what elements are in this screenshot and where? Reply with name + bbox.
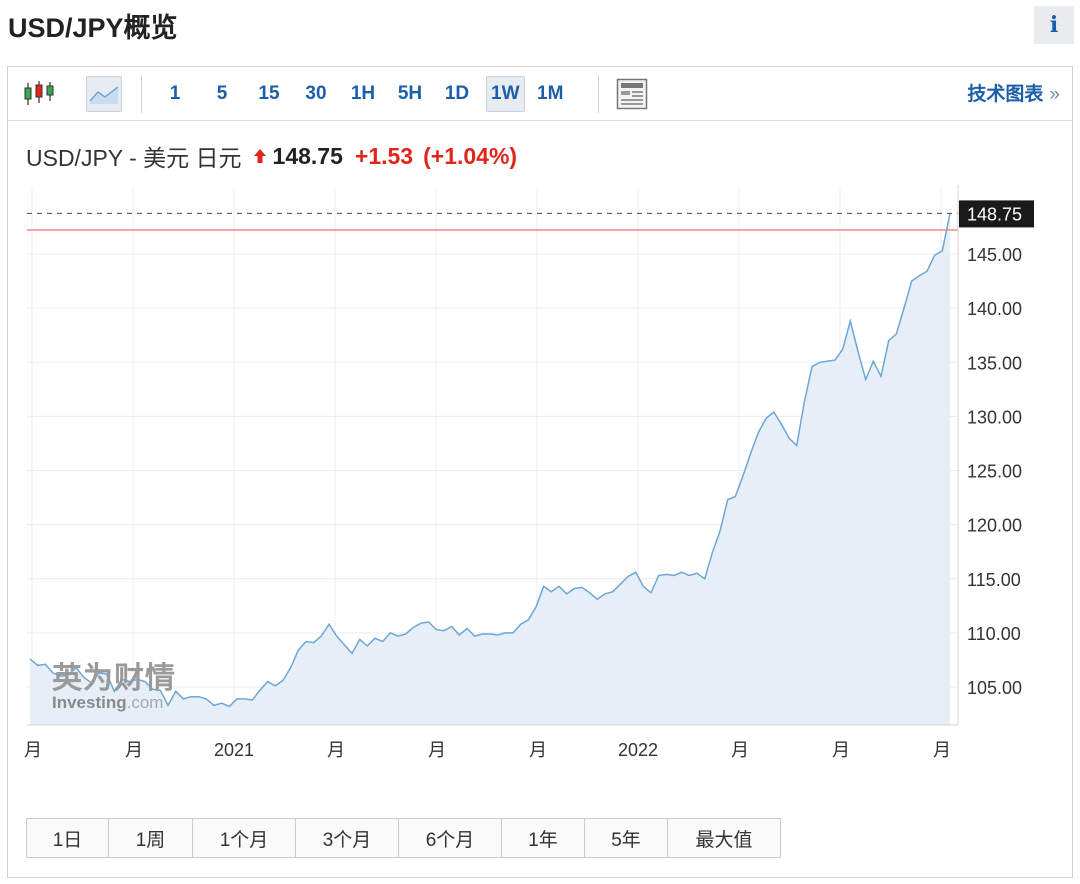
toolbar-divider (141, 75, 142, 113)
watermark-en-name: Investing (52, 693, 127, 712)
last-price-badge (959, 200, 1034, 228)
page-title: USD/JPY概览 (8, 13, 178, 43)
price-chart[interactable]: 105.00 110.00 115.00 120.00 125.00 130.00 135.… (8, 67, 1074, 807)
quote-header: USD/JPY - 美元 日元 148.75 +1.53 (+1.04%) (26, 139, 517, 173)
x-tick-label: 月 (731, 740, 749, 760)
investing-watermark-logo: 英为财情 Investing.com (52, 653, 176, 713)
chart-widget: 1 5 15 30 1H 5H 1D 1W 1M 技术图表» USD/JPY -… (7, 66, 1073, 878)
watermark-dotcom: .com (126, 693, 164, 712)
y-tick-label: 145.00 (967, 245, 1022, 265)
interval-1h-button[interactable]: 1H (350, 83, 376, 104)
range-1y-button[interactable]: 1年 (502, 819, 585, 857)
x-tick-label: 月 (327, 740, 345, 760)
watermark-cn: 英为财情 (52, 662, 176, 695)
x-tick-label: 月 (24, 740, 42, 760)
range-selector: 1日 1周 1个月 3个月 6个月 1年 5年 最大值 (26, 818, 781, 858)
interval-30-button[interactable]: 30 (305, 83, 327, 104)
instrument-name: USD/JPY - 美元 日元 (26, 145, 242, 171)
range-6m-button[interactable]: 6个月 (399, 819, 502, 857)
interval-1w-button[interactable]: 1W (486, 76, 525, 112)
range-1d-button[interactable]: 1日 (27, 819, 109, 857)
news-layout-icon[interactable] (614, 76, 650, 112)
y-tick-label: 125.00 (967, 462, 1022, 482)
candlestick-chart-icon[interactable] (21, 76, 57, 112)
price-area (30, 213, 950, 725)
y-tick-label: 130.00 (967, 407, 1022, 427)
info-button[interactable]: i (1034, 6, 1074, 44)
range-5y-button[interactable]: 5年 (585, 819, 668, 857)
y-tick-label: 110.00 (967, 624, 1021, 644)
price-line (29, 213, 951, 708)
x-tick-label: 月 (832, 740, 850, 760)
interval-5-button[interactable]: 5 (216, 83, 228, 104)
x-tick-label: 月 (125, 740, 143, 760)
interval-15-button[interactable]: 15 (258, 83, 280, 104)
price-change-percent: (+1.04%) (423, 142, 518, 169)
technical-chart-label: 技术图表 (967, 84, 1044, 105)
y-tick-label: 120.00 (967, 516, 1022, 536)
range-3m-button[interactable]: 3个月 (296, 819, 399, 857)
up-arrow-icon (253, 149, 266, 163)
x-tick-label: 月 (529, 740, 547, 760)
interval-1-button[interactable]: 1 (169, 83, 181, 104)
y-tick-label: 105.00 (967, 678, 1022, 698)
interval-1d-button[interactable]: 1D (444, 83, 470, 104)
last-price: 148.75 (272, 142, 343, 169)
chart-toolbar: 1 5 15 30 1H 5H 1D 1W 1M 技术图表» (8, 67, 1072, 121)
x-tick-label: 2021 (214, 740, 254, 760)
y-tick-label: 135.00 (967, 353, 1022, 373)
interval-1m-button[interactable]: 1M (537, 83, 564, 104)
toolbar-divider (598, 75, 599, 113)
technical-chart-link[interactable]: 技术图表» (967, 79, 1060, 106)
area-chart-icon[interactable] (86, 76, 122, 112)
double-chevron-right-icon: » (1049, 84, 1060, 105)
price-change: +1.53 (354, 142, 414, 169)
last-price-badge-label: 148.75 (967, 204, 1022, 224)
range-1w-button[interactable]: 1周 (109, 819, 193, 857)
y-tick-label: 115.00 (967, 570, 1021, 590)
x-tick-label: 2022 (618, 740, 658, 760)
range-1m-button[interactable]: 1个月 (193, 819, 296, 857)
watermark-en: Investing.com (52, 693, 176, 713)
x-tick-label: 月 (933, 740, 951, 760)
range-max-button[interactable]: 最大值 (668, 819, 780, 857)
x-tick-label: 月 (428, 740, 446, 760)
interval-5h-button[interactable]: 5H (397, 83, 423, 104)
y-tick-label: 140.00 (967, 299, 1022, 319)
